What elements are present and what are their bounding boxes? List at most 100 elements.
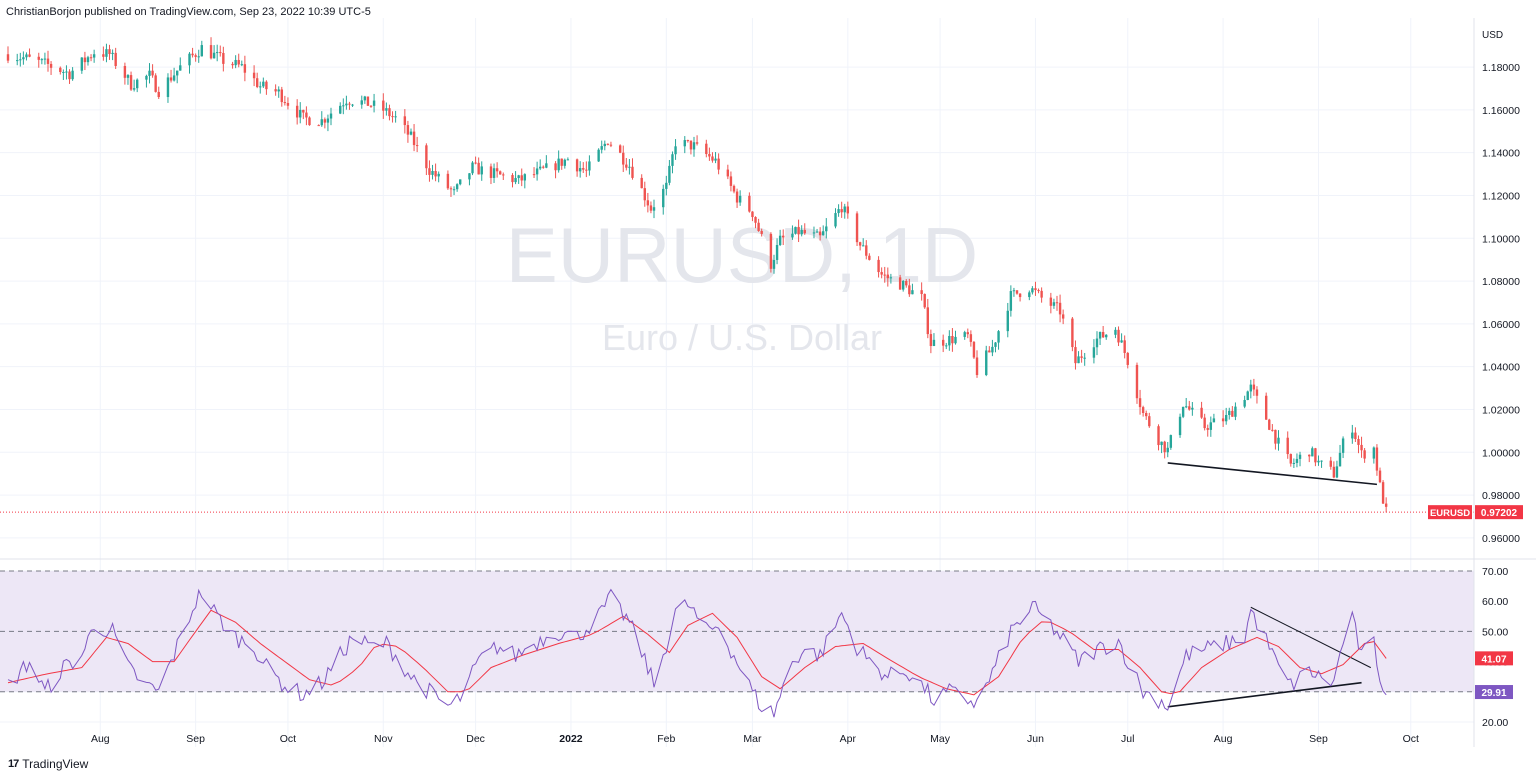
candle-body (215, 52, 219, 54)
tradingview-brand[interactable]: 17 TradingView (8, 757, 88, 771)
candle-body (240, 64, 243, 66)
candle-body (1268, 419, 1271, 430)
price-tick-label: 1.04000 (1482, 362, 1520, 374)
candle-body (1381, 482, 1385, 504)
candle-body (812, 232, 816, 234)
candle-body (1012, 290, 1016, 292)
time-tick-label: 2022 (559, 733, 583, 745)
candle-body (342, 105, 345, 107)
candle-body (975, 357, 979, 376)
candle-body (825, 226, 828, 232)
candle-body (320, 119, 323, 126)
candle-body (920, 290, 923, 295)
candle-body (126, 75, 130, 78)
candle-body (1105, 334, 1108, 338)
candle-body (1040, 290, 1043, 298)
candle-body (492, 168, 496, 178)
candle-body (89, 57, 93, 59)
time-tick-label: Mar (743, 733, 762, 745)
candle-body (520, 175, 523, 181)
candle-body (668, 165, 671, 183)
candle-body (1028, 292, 1031, 298)
candle-body (532, 174, 536, 176)
candle-body (1264, 395, 1268, 420)
candle-body (858, 242, 862, 246)
candle-body (339, 105, 342, 114)
candle-body (1212, 418, 1216, 423)
candle-body (671, 154, 674, 166)
candle-body (326, 118, 330, 123)
candle-body (255, 78, 259, 87)
value-tags: EURUSD 0.97202 41.07 29.91 (1428, 505, 1523, 700)
candle-body (1228, 410, 1231, 415)
candle-body (689, 140, 693, 150)
candle-body (1298, 454, 1302, 459)
price-tick-label: 0.98000 (1482, 490, 1520, 502)
candle-body (40, 59, 44, 61)
candle-body (800, 229, 803, 235)
candle-body (966, 332, 969, 335)
candle-body (1080, 356, 1083, 358)
candle-body (382, 100, 385, 111)
candle-body (662, 188, 665, 208)
candle-body (409, 131, 413, 135)
candle-body (898, 277, 902, 290)
candle-body (889, 277, 893, 279)
rsi-ma-tag: 41.07 (1481, 654, 1506, 665)
candle-body (154, 75, 157, 92)
candle-body (1181, 406, 1185, 417)
price-axis[interactable]: 1.18000 1.16000 1.14000 1.12000 1.10000 1.080… (1482, 62, 1520, 545)
candle-body (123, 65, 127, 78)
candle-body (1231, 410, 1234, 417)
candle-body (1286, 437, 1289, 455)
candle-body (1095, 338, 1099, 348)
candle-body (1249, 384, 1253, 392)
candle-body (683, 140, 686, 147)
price-tick-label: 1.12000 (1482, 190, 1520, 202)
candle-body (394, 116, 397, 118)
candle-body (366, 96, 370, 106)
candle-body (868, 255, 871, 260)
candle-body (1329, 460, 1332, 467)
candle-body (166, 77, 170, 98)
candle-body (280, 89, 283, 103)
candle-body (1311, 448, 1314, 457)
candle-body (597, 149, 600, 162)
candle-body (1034, 288, 1037, 291)
candle-body (782, 235, 785, 238)
candle-body (431, 171, 434, 175)
candle-body (286, 102, 290, 106)
candle-body (794, 226, 797, 234)
price-tick-label: 1.18000 (1482, 62, 1520, 74)
candle-body (708, 154, 711, 157)
candle-body (323, 119, 327, 123)
candle-body (1354, 432, 1357, 440)
candle-body (1375, 447, 1379, 471)
candle-body (403, 116, 407, 126)
candle-body (535, 168, 539, 175)
candle-body (631, 166, 634, 178)
candle-body (778, 235, 782, 246)
candle-body (471, 162, 474, 174)
symbol-tag-bg (1428, 505, 1472, 520)
candle-body (1135, 364, 1139, 399)
candle-body (840, 209, 843, 213)
candle-body (834, 213, 837, 227)
candle-body (1092, 347, 1096, 358)
candle-body (932, 339, 936, 347)
candle-body (1083, 357, 1086, 359)
candle-body (563, 159, 567, 166)
candle-body (622, 152, 625, 165)
candle-body (259, 86, 262, 88)
candle-body (514, 178, 517, 183)
time-axis[interactable]: Aug Sep Oct Nov Dec 2022 Feb Mar Apr May Jun Jul Aug… (91, 733, 1419, 745)
candle-body (575, 159, 579, 172)
currency-label: USD (1482, 30, 1503, 41)
candle-body (1141, 407, 1145, 414)
candle-body (16, 60, 19, 62)
candle-body (837, 209, 840, 214)
candle-body (502, 174, 505, 176)
candle-body (945, 345, 948, 347)
